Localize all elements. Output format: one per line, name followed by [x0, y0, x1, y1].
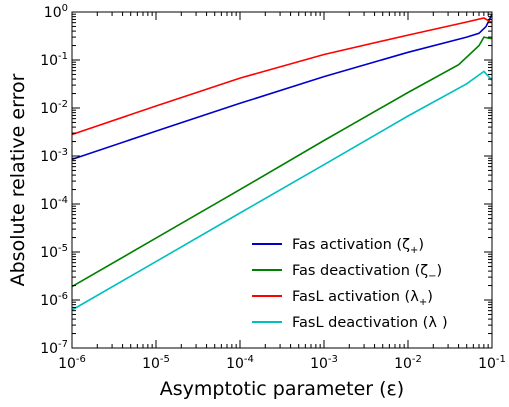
- x-tick-label: 10-1: [478, 354, 506, 372]
- series-line-3: [71, 17, 493, 136]
- series-line-1: [71, 13, 493, 161]
- y-axis-title: Absolute relative error: [7, 73, 29, 286]
- y-tick-label: 10-2: [40, 99, 68, 117]
- x-tick-label: 10-3: [310, 354, 338, 372]
- legend-label-4: FasL deactivation (λ ): [292, 315, 448, 334]
- x-axis-title: Asymptotic parameter (ε): [160, 378, 404, 400]
- x-tick-label: 10-6: [58, 354, 86, 372]
- series-line-2: [71, 36, 492, 288]
- y-tick-label: 100: [44, 3, 68, 21]
- x-axis: 10-6 10-5 10-4 10-3 10-2 10-1: [58, 12, 506, 372]
- y-tick-label: 10-7: [40, 339, 68, 357]
- series-layer: [71, 13, 493, 311]
- legend: Fas activation (ζ+) Fas deactivation (ζ−)…: [252, 237, 448, 334]
- y-tick-label: 10-1: [40, 51, 68, 69]
- x-tick-label: 10-2: [394, 354, 422, 372]
- series-line-4: [71, 70, 493, 311]
- y-tick-label: 10-6: [40, 291, 68, 309]
- legend-label-2: Fas deactivation (ζ−): [292, 263, 442, 282]
- legend-label-1: Fas activation (ζ+): [292, 237, 424, 256]
- plot-frame: [71, 11, 493, 349]
- x-tick-label: 10-4: [226, 354, 254, 372]
- y-tick-label: 10-3: [40, 147, 68, 165]
- y-tick-label: 10-5: [40, 243, 68, 261]
- plot-background: [72, 12, 492, 348]
- y-axis: 100 10-1 10-2 10-3 10-4 10-5 10-6 10-7: [40, 3, 492, 357]
- x-tick-label: 10-5: [142, 354, 170, 372]
- legend-label-3: FasL activation (λ+): [292, 289, 433, 308]
- y-tick-label: 10-4: [40, 195, 68, 213]
